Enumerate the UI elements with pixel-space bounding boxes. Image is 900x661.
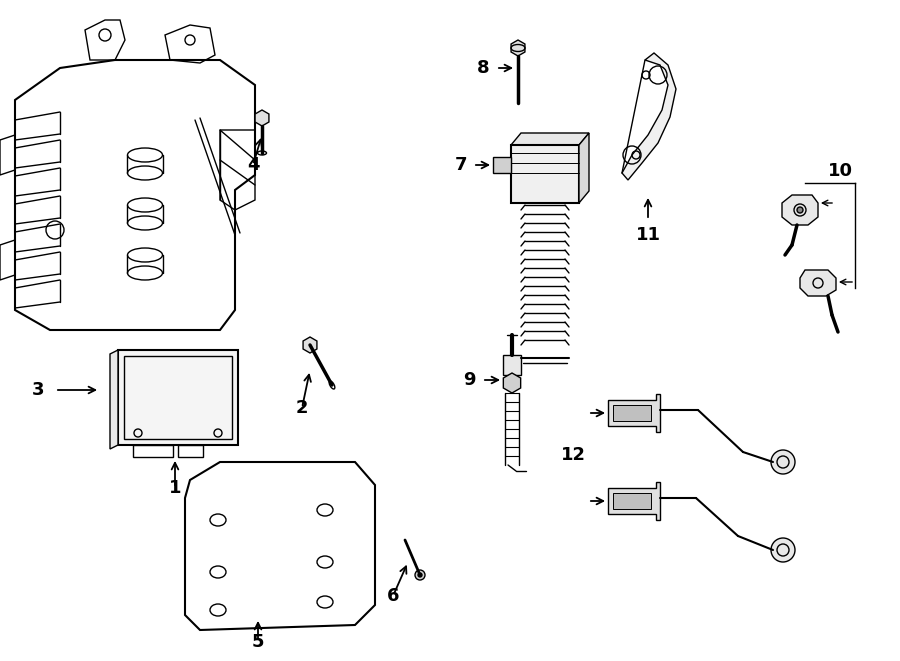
Text: 6: 6 — [387, 587, 400, 605]
Circle shape — [415, 570, 425, 580]
Polygon shape — [782, 195, 818, 225]
Text: 5: 5 — [252, 633, 265, 651]
Bar — [511, 145, 579, 203]
Polygon shape — [511, 133, 589, 145]
Text: 10: 10 — [827, 162, 852, 180]
Text: 4: 4 — [247, 156, 259, 174]
Circle shape — [797, 207, 803, 213]
Text: 8: 8 — [477, 59, 490, 77]
Bar — [133, 445, 173, 457]
Polygon shape — [608, 482, 660, 520]
Circle shape — [771, 450, 795, 474]
Polygon shape — [255, 110, 269, 126]
Text: 9: 9 — [463, 371, 475, 389]
Bar — [503, 355, 521, 375]
Text: 7: 7 — [454, 156, 467, 174]
Text: 2: 2 — [296, 399, 308, 417]
Polygon shape — [579, 133, 589, 203]
Bar — [613, 493, 651, 509]
Bar — [613, 405, 651, 421]
Circle shape — [418, 573, 422, 577]
Polygon shape — [800, 270, 836, 296]
Bar — [178, 445, 203, 457]
Polygon shape — [622, 53, 676, 180]
Polygon shape — [503, 373, 521, 393]
Polygon shape — [303, 337, 317, 353]
Text: 3: 3 — [32, 381, 44, 399]
Polygon shape — [608, 394, 660, 432]
Text: 1: 1 — [169, 479, 181, 497]
Polygon shape — [511, 40, 525, 56]
Polygon shape — [493, 157, 511, 173]
Bar — [124, 356, 232, 439]
Text: 11: 11 — [635, 226, 661, 244]
Circle shape — [771, 538, 795, 562]
Text: 12: 12 — [561, 446, 586, 464]
Bar — [118, 350, 238, 445]
Polygon shape — [110, 350, 118, 449]
